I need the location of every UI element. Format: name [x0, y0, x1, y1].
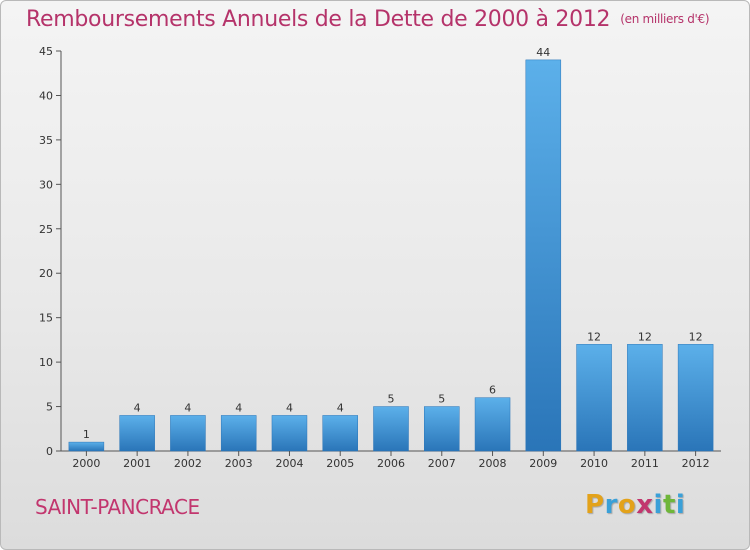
bar-2006 — [373, 406, 409, 452]
title-text: Remboursements Annuels de la Dette de 20… — [26, 7, 611, 32]
value-label-2007: 5 — [438, 393, 445, 406]
x-tick-label-2006: 2006 — [377, 457, 405, 470]
value-label-2010: 12 — [587, 330, 601, 343]
value-label-2002: 4 — [184, 401, 191, 414]
value-label-2004: 4 — [286, 401, 293, 414]
logo-letter: i — [653, 490, 663, 520]
bar-2003 — [220, 415, 257, 452]
value-label-2005: 4 — [337, 401, 344, 414]
logo-letter: x — [636, 490, 654, 520]
x-tick-label-2008: 2008 — [479, 457, 507, 470]
bar-2010 — [576, 344, 612, 452]
value-label-2011: 12 — [638, 330, 652, 343]
y-tick-label: 15 — [39, 312, 53, 325]
bar-2009 — [525, 59, 562, 452]
logo-letter: o — [617, 490, 637, 520]
x-tick-label-2005: 2005 — [326, 457, 354, 470]
proxiti-logo: Proxiti — [585, 490, 685, 520]
logo-letter: i — [675, 490, 686, 520]
logo-letter: r — [604, 490, 618, 520]
y-tick-label: 30 — [39, 178, 53, 191]
x-tick-label-2009: 2009 — [529, 457, 557, 470]
value-label-2000: 1 — [83, 428, 90, 441]
y-tick-label: 20 — [39, 267, 53, 280]
logo-letter: P — [585, 490, 605, 520]
y-tick-label: 25 — [39, 223, 53, 236]
value-label-2006: 5 — [388, 393, 395, 406]
unit-note: (en milliers d'€) — [620, 12, 710, 26]
bar-2000 — [68, 441, 105, 452]
bar-2005 — [322, 415, 358, 452]
x-tick-label-2002: 2002 — [174, 457, 202, 470]
x-tick-label-2007: 2007 — [428, 457, 456, 470]
bar-2011 — [627, 344, 663, 452]
bar-2007 — [424, 406, 460, 452]
x-tick-label-2000: 2000 — [72, 457, 100, 470]
bar-2002 — [170, 415, 206, 452]
chart-title: Remboursements Annuels de la Dette de 20… — [26, 7, 710, 32]
value-label-2012: 12 — [689, 330, 703, 343]
y-tick-label: 5 — [46, 401, 53, 414]
value-label-2003: 4 — [235, 401, 242, 414]
y-tick-label: 10 — [39, 356, 53, 369]
bar-2001 — [119, 415, 155, 452]
y-tick-label: 45 — [39, 45, 53, 58]
x-tick-label-2004: 2004 — [275, 457, 303, 470]
bar-2008 — [474, 397, 511, 452]
x-tick-label-2012: 2012 — [682, 457, 710, 470]
y-tick-label: 35 — [39, 134, 53, 147]
commune-name: SAINT-PANCRACE — [35, 495, 200, 519]
bar-2012 — [677, 344, 714, 452]
x-tick-label-2010: 2010 — [580, 457, 608, 470]
logo-letter: t — [662, 490, 676, 520]
y-tick-label: 0 — [46, 445, 53, 458]
x-tick-label-2001: 2001 — [123, 457, 151, 470]
value-label-2001: 4 — [134, 401, 141, 414]
x-tick-label-2003: 2003 — [225, 457, 253, 470]
bar-2004 — [271, 415, 308, 452]
y-tick-label: 40 — [39, 89, 53, 102]
value-label-2008: 6 — [489, 384, 496, 397]
value-label-2009: 44 — [536, 46, 550, 59]
x-tick-label-2011: 2011 — [631, 457, 659, 470]
